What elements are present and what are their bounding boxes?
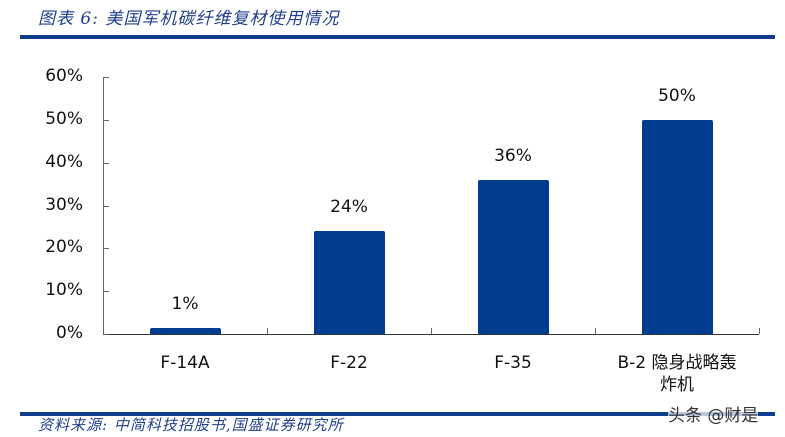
y-tick bbox=[103, 119, 109, 121]
value-label: 50% bbox=[658, 85, 696, 106]
x-tick-label: F-22 bbox=[330, 353, 368, 373]
x-tick bbox=[267, 328, 268, 334]
y-tick bbox=[103, 77, 109, 78]
y-tick bbox=[103, 334, 109, 335]
y-tick-label: 30% bbox=[45, 194, 83, 215]
value-label: 36% bbox=[494, 145, 532, 166]
footer-rule bbox=[20, 412, 775, 416]
x-tick-label: F-35 bbox=[494, 353, 532, 373]
chart-title: 图表 6: 美国军机碳纤维复材使用情况 bbox=[38, 9, 340, 29]
x-tick bbox=[759, 328, 760, 334]
y-tick bbox=[103, 162, 109, 164]
x-tick-label: B-2 隐身战略轰 炸机 bbox=[617, 353, 737, 395]
y-tick bbox=[103, 291, 109, 293]
x-tick bbox=[431, 328, 432, 334]
y-tick-label: 50% bbox=[45, 108, 83, 129]
title-rule bbox=[20, 35, 775, 39]
y-tick-label: 40% bbox=[45, 151, 83, 172]
bar bbox=[149, 328, 221, 334]
x-axis bbox=[103, 334, 759, 335]
bar bbox=[313, 231, 385, 334]
bar bbox=[641, 119, 713, 334]
source-note: 资料来源: 中简科技招股书,国盛证券研究所 bbox=[38, 416, 344, 434]
bar bbox=[477, 179, 549, 334]
y-tick-label: 0% bbox=[56, 323, 83, 343]
x-tick bbox=[595, 328, 596, 334]
y-tick-label: 60% bbox=[45, 66, 83, 86]
x-tick-label: F-14A bbox=[160, 353, 210, 373]
watermark: 头条 @财是 bbox=[668, 401, 759, 426]
value-label: 24% bbox=[330, 197, 368, 218]
y-tick-label: 20% bbox=[45, 237, 83, 258]
y-tick bbox=[103, 248, 109, 250]
y-tick bbox=[103, 205, 109, 207]
y-tick-label: 10% bbox=[45, 280, 83, 301]
value-label: 1% bbox=[171, 294, 199, 314]
